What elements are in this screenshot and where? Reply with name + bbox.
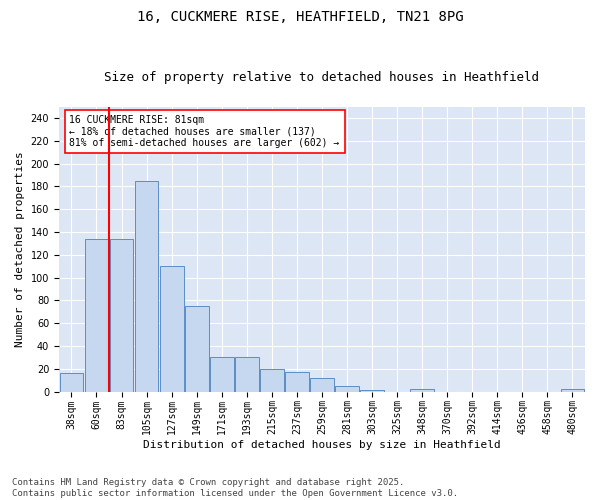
Bar	[110, 239, 133, 392]
Bar	[210, 358, 233, 392]
Title: Size of property relative to detached houses in Heathfield: Size of property relative to detached ho…	[104, 72, 539, 85]
Bar	[235, 358, 259, 392]
Bar	[160, 266, 184, 392]
Bar	[185, 306, 209, 392]
Text: Contains HM Land Registry data © Crown copyright and database right 2025.
Contai: Contains HM Land Registry data © Crown c…	[12, 478, 458, 498]
X-axis label: Distribution of detached houses by size in Heathfield: Distribution of detached houses by size …	[143, 440, 501, 450]
Bar	[410, 390, 434, 392]
Y-axis label: Number of detached properties: Number of detached properties	[15, 151, 25, 347]
Bar	[310, 378, 334, 392]
Bar	[85, 239, 109, 392]
Text: 16, CUCKMERE RISE, HEATHFIELD, TN21 8PG: 16, CUCKMERE RISE, HEATHFIELD, TN21 8PG	[137, 10, 463, 24]
Bar	[59, 374, 83, 392]
Bar	[134, 180, 158, 392]
Text: 16 CUCKMERE RISE: 81sqm
← 18% of detached houses are smaller (137)
81% of semi-d: 16 CUCKMERE RISE: 81sqm ← 18% of detache…	[70, 115, 340, 148]
Bar	[260, 369, 284, 392]
Bar	[285, 372, 309, 392]
Bar	[360, 390, 384, 392]
Bar	[560, 390, 584, 392]
Bar	[335, 386, 359, 392]
